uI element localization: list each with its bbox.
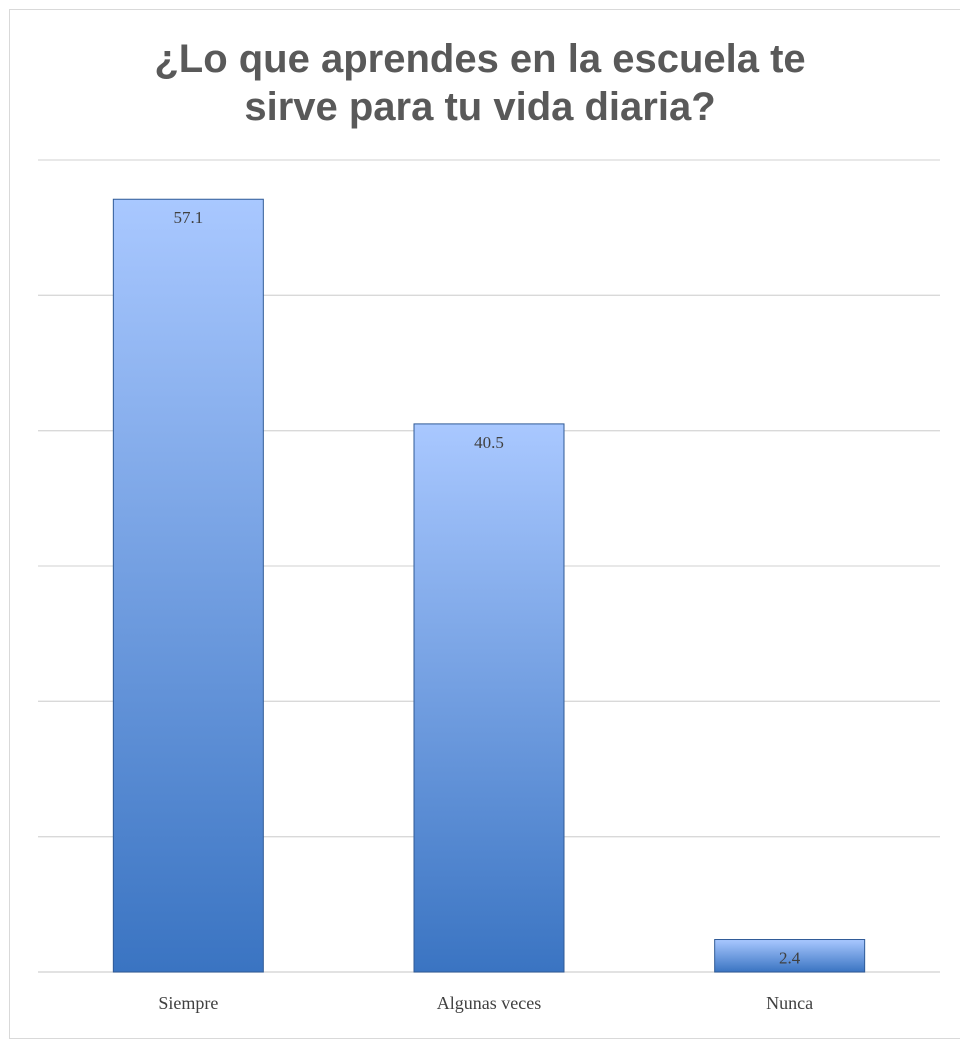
bar-siempre <box>112 198 264 973</box>
data-label: 57.1 <box>173 208 203 227</box>
category-label: Nunca <box>766 993 813 1013</box>
bar-nunca <box>714 939 866 973</box>
data-labels: 57.1 40.5 2.4 <box>173 208 800 967</box>
data-label: 2.4 <box>779 949 801 968</box>
category-labels: Siempre Algunas veces Nunca <box>158 993 813 1013</box>
chart-title: ¿Lo que aprendes en la escuela te sirve … <box>154 37 806 129</box>
bars <box>112 198 866 973</box>
data-label: 40.5 <box>474 433 504 452</box>
category-label: Algunas veces <box>437 993 541 1013</box>
bar-algunas-veces <box>413 423 565 973</box>
category-label: Siempre <box>158 993 218 1013</box>
